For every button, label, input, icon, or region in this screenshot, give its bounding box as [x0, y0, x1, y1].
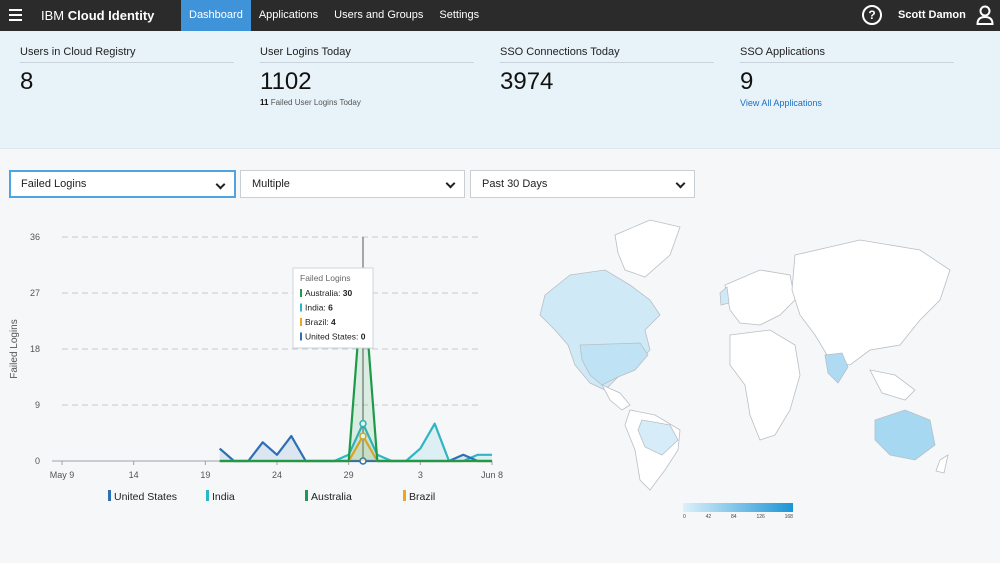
stat-user-logins: User Logins Today 1102 11 Failed User Lo…: [260, 46, 474, 107]
legend-label: Australia: [311, 491, 352, 503]
map-australia: [874, 409, 936, 461]
map-europe: [724, 269, 796, 326]
scale-tick: 42: [705, 514, 712, 520]
y-tick-label: 27: [30, 288, 40, 298]
y-tick-label: 9: [35, 400, 40, 410]
series-point: [359, 419, 367, 428]
failed-logins-chart: 0 9 18 27 36 Failed Logins May 9 14 19 24 29 3 Jun 8…: [9, 232, 503, 503]
map-united-states: [579, 342, 649, 386]
y-tick-label: 36: [30, 232, 40, 242]
stat-sso-applications: SSO Applications 9 View All Applications: [740, 46, 954, 108]
region-select-value: Multiple: [252, 178, 290, 190]
legend-label: United States: [114, 491, 177, 503]
tooltip-swatch: [300, 332, 302, 341]
stat-value: 9: [740, 68, 754, 95]
scale-tick: 126: [756, 514, 765, 520]
top-bar: IBM Cloud Identity Dashboard Application…: [0, 0, 1000, 31]
y-tick-label: 18: [30, 344, 40, 354]
nav-applications[interactable]: Applications: [258, 9, 319, 21]
nav-users-and-groups[interactable]: Users and Groups: [334, 9, 424, 21]
app-brand[interactable]: IBM Cloud Identity: [41, 8, 154, 23]
failed-count: 11: [260, 98, 269, 107]
series-area-brazil: [219, 436, 492, 461]
view-all-applications-link[interactable]: View All Applications: [740, 98, 822, 108]
stat-value: 8: [20, 68, 34, 95]
tooltip-title: Failed Logins: [300, 273, 351, 283]
stat-value: 3974: [500, 68, 554, 95]
x-tick-label: 24: [272, 470, 282, 480]
stat-label: Users in Cloud Registry: [20, 46, 234, 63]
series-area-australia: [219, 274, 492, 461]
menu-icon[interactable]: [9, 9, 22, 21]
map-india: [824, 352, 849, 384]
map-brazil: [637, 419, 679, 456]
tooltip-entry: Brazil: 4: [305, 317, 336, 327]
tooltip-box: [292, 267, 374, 349]
period-select-value: Past 30 Days: [482, 178, 548, 190]
legend-swatch: [305, 490, 308, 501]
x-tick-label: 29: [344, 470, 354, 480]
stats-panel: Users in Cloud Registry 8 User Logins To…: [0, 31, 1000, 149]
map-uk: [719, 286, 730, 306]
tooltip-swatch: [300, 303, 302, 312]
tooltip-swatch: [300, 318, 302, 326]
series-area-india: [219, 423, 492, 461]
stat-label: SSO Connections Today: [500, 46, 714, 63]
map-scale-bar: [683, 503, 793, 512]
map-central-america: [601, 384, 631, 411]
tooltip-entry: Australia: 30: [305, 288, 353, 298]
stat-sso-connections: SSO Connections Today 3974: [500, 46, 714, 96]
world-map: [539, 219, 951, 491]
y-tick-label: 0: [35, 456, 40, 466]
x-tick-label: 3: [418, 470, 423, 480]
map-greenland: [614, 219, 681, 278]
scale-tick: 0: [683, 514, 686, 520]
help-icon[interactable]: ?: [862, 5, 882, 25]
nav-dashboard[interactable]: Dashboard: [181, 0, 251, 31]
user-icon[interactable]: [976, 5, 994, 25]
map-new-zealand: [935, 454, 949, 474]
map-africa: [729, 329, 801, 441]
chevron-down-icon: [445, 178, 456, 189]
scale-tick: 84: [731, 514, 737, 520]
tooltip-entry: United States: 0: [305, 332, 366, 342]
series-point: [359, 432, 367, 440]
nav-settings[interactable]: Settings: [439, 9, 480, 21]
x-tick-label: May 9: [50, 470, 75, 480]
metric-select[interactable]: Failed Logins: [9, 170, 236, 198]
region-select[interactable]: Multiple: [240, 170, 465, 198]
legend-swatch: [108, 490, 111, 501]
scale-tick: 168: [784, 514, 793, 520]
y-axis-label: Failed Logins: [9, 319, 20, 378]
brand-main: Cloud Identity: [67, 8, 155, 23]
tooltip-entry: India: 6: [305, 303, 333, 313]
metric-select-value: Failed Logins: [21, 178, 87, 190]
brand-prefix: IBM: [41, 8, 65, 23]
legend-label: India: [212, 491, 235, 503]
x-tick-label: 14: [129, 470, 139, 480]
legend-swatch: [206, 490, 209, 501]
map-southeast-asia: [869, 369, 916, 401]
series-point: [359, 457, 367, 465]
failed-text: Failed User Logins Today: [270, 98, 361, 107]
map-color-scale: 0 42 84 126 168: [683, 503, 793, 520]
tooltip-swatch: [300, 289, 302, 297]
stat-value: 1102: [260, 68, 312, 95]
stat-users-registry: Users in Cloud Registry 8: [20, 46, 234, 96]
period-select[interactable]: Past 30 Days: [470, 170, 695, 198]
map-asia: [791, 239, 951, 366]
user-name[interactable]: Scott Damon: [898, 9, 966, 21]
x-tick-label: Jun 8: [481, 470, 503, 480]
chevron-down-icon: [215, 179, 226, 190]
series-line-australia: [219, 273, 492, 463]
legend-swatch: [403, 490, 406, 501]
x-tick-label: 19: [200, 470, 210, 480]
failed-logins-today: 11 Failed User Logins Today: [260, 98, 474, 107]
legend-label: Brazil: [409, 491, 435, 503]
stat-label: User Logins Today: [260, 46, 474, 63]
map-scale-ticks: 0 42 84 126 168: [683, 514, 793, 520]
chevron-down-icon: [675, 178, 686, 189]
stat-label: SSO Applications: [740, 46, 954, 63]
main-nav: Dashboard Applications Users and Groups …: [181, 0, 487, 31]
